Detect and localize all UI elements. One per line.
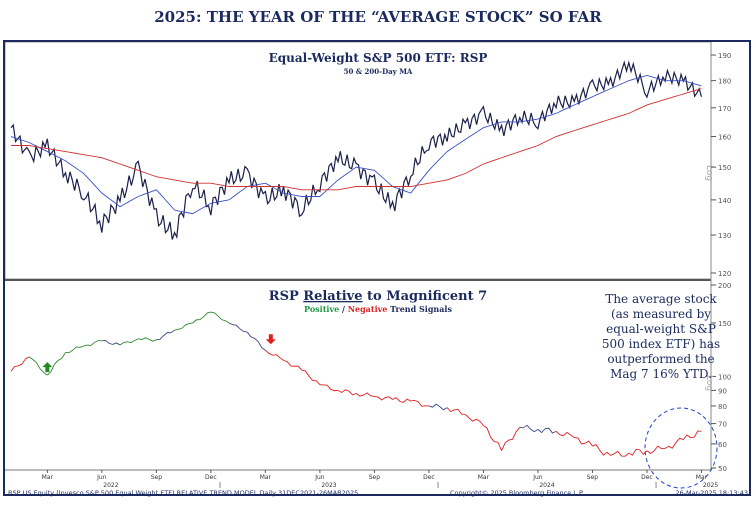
relative-segment (283, 359, 303, 371)
x-tick-label: Jun (532, 474, 543, 481)
relative-segment (555, 431, 575, 438)
chart-frame (3, 40, 751, 496)
x-tick-label: Dec (205, 474, 217, 481)
relative-segment (392, 397, 411, 403)
y-tick-label: 160 (718, 134, 731, 142)
footer-timestamp: 26-Mar-2025 18:13:43 (675, 489, 748, 497)
series-200-day-ma (11, 88, 702, 191)
relative-segment (337, 389, 357, 396)
relative-segment (592, 444, 611, 456)
relative-segment (47, 352, 66, 376)
y-tick-label: 120 (718, 270, 731, 278)
y-tick-label: 50 (718, 465, 727, 473)
relative-segment (156, 329, 175, 341)
x-tick-label: Mar (478, 474, 490, 481)
y-tick-label: 70 (718, 421, 727, 429)
x-tick-label: Jun (314, 474, 325, 481)
y-tick-label: 200 (718, 282, 731, 290)
y-tick-label: 60 (718, 441, 727, 449)
highlight-circle (644, 407, 718, 489)
relative-segment (192, 311, 211, 324)
y-tick-label: 80 (718, 403, 727, 411)
annotation-text: The average stock (as measured by equal-… (601, 292, 721, 381)
relative-segment (646, 445, 666, 454)
x-tick-label: Mar (696, 474, 708, 481)
subtitle-part: Negative (348, 304, 388, 314)
x-tick-label: Mar (260, 474, 272, 481)
chart-subtitle: Positive / Negative Trend Signals (304, 304, 452, 314)
footer-copyright: Copyright© 2025 Bloomberg Finance L.P. (450, 489, 584, 497)
x-year-label: 2025 (703, 482, 718, 489)
x-tick-label: Sep (369, 474, 381, 481)
relative-segment (664, 437, 684, 449)
y-tick-label: 190 (718, 52, 731, 60)
arrow-down-icon (265, 334, 276, 345)
relative-segment (574, 437, 593, 447)
relative-segment (138, 337, 157, 342)
title-part: Relative (303, 289, 362, 304)
y-scale-label: Log (704, 375, 714, 391)
subtitle-part: Positive (304, 304, 339, 314)
relative-segment (319, 384, 339, 392)
y-scale-label: Log (704, 165, 714, 181)
subtitle-part: Trend Signals (387, 304, 452, 314)
relative-segment (446, 407, 466, 415)
x-tick-label: Sep (587, 474, 599, 481)
relative-segment (682, 430, 702, 440)
y-tick-label: 130 (718, 232, 731, 240)
relative-segment (174, 322, 193, 331)
relative-segment (519, 424, 539, 433)
footer-source: RSP US Equity (Invesco S&P 500 Equal Wei… (8, 489, 358, 497)
page-title: 2025: THE YEAR OF THE “AVERAGE STOCK” SO… (154, 8, 602, 26)
relative-segment (537, 427, 557, 434)
relative-segment (246, 331, 266, 351)
series-rsp (10, 60, 703, 240)
x-tick-label: Dec (423, 474, 435, 481)
relative-segment (265, 349, 284, 361)
relative-segment (301, 369, 321, 385)
chart-title: RSP Relative to Magnificent 7 (269, 289, 487, 304)
y-tick-label: 90 (718, 387, 727, 395)
x-year-label: 2023 (321, 482, 336, 489)
x-tick-label: Mar (42, 474, 54, 481)
y-tick-label: 180 (718, 78, 731, 86)
title-part: to Magnificent 7 (363, 289, 488, 304)
x-tick-label: Dec (641, 474, 653, 481)
y-tick-label: 140 (718, 197, 731, 205)
relative-segment (10, 356, 30, 372)
relative-segment (65, 345, 84, 354)
relative-segment (355, 392, 375, 397)
y-tick-label: 150 (718, 164, 731, 172)
x-year-label: 2022 (103, 482, 118, 489)
y-tick-label: 170 (718, 105, 731, 113)
relative-segment (410, 399, 429, 407)
relative-segment (374, 395, 393, 401)
relative-segment (610, 450, 630, 457)
title-part: RSP (269, 289, 304, 304)
y-tick-label: 100 (718, 374, 731, 382)
relative-segment (101, 339, 121, 346)
relative-segment (501, 427, 521, 451)
relative-segment (464, 414, 484, 426)
x-tick-label: Jun (96, 474, 107, 481)
series-50-day-ma (10, 74, 702, 215)
relative-segment (628, 448, 648, 456)
subtitle-part: / (339, 304, 348, 314)
relative-segment (83, 340, 102, 347)
relative-segment (28, 356, 48, 376)
y-tick-label: 150 (718, 320, 731, 328)
chart-title: Equal-Weight S&P 500 ETF: RSP (269, 51, 488, 65)
relative-segment (210, 311, 230, 324)
chart-subtitle: 50 & 200-Day MA (344, 67, 413, 76)
arrow-up-icon (42, 362, 53, 373)
relative-segment (483, 425, 503, 451)
x-year-label: 2024 (539, 482, 554, 489)
x-tick-label: Sep (151, 474, 163, 481)
relative-segment (228, 322, 248, 333)
relative-segment (428, 403, 448, 411)
relative-segment (119, 338, 139, 346)
